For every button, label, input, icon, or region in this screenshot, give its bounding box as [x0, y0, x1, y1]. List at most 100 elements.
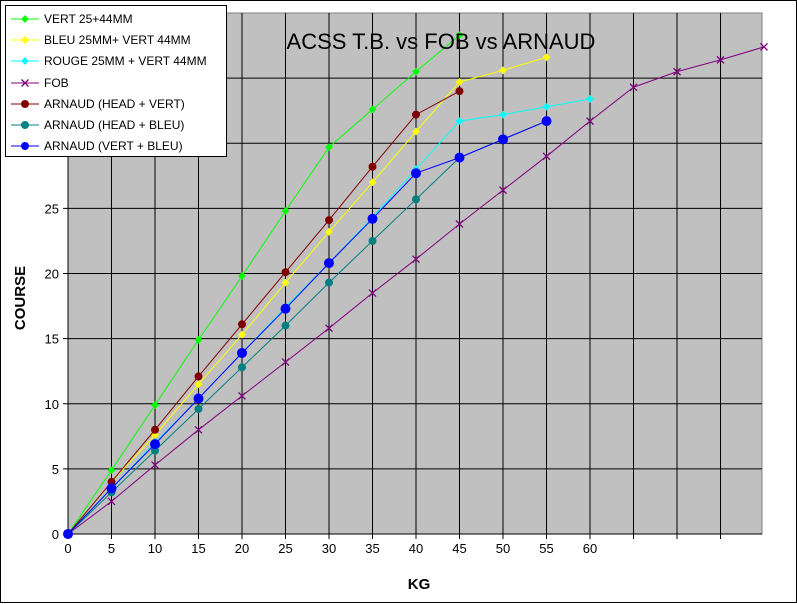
legend-label: ROUGE 25MM + VERT 44MM — [44, 54, 207, 69]
data-point — [63, 529, 73, 539]
legend-label: ARNAUD (HEAD + VERT) — [44, 96, 185, 111]
data-point — [368, 178, 377, 187]
data-point — [237, 347, 247, 358]
data-point — [499, 66, 507, 75]
series-line — [67, 56, 547, 535]
data-point — [716, 55, 725, 64]
series-4 — [64, 42, 768, 538]
x-tick-label: 20 — [235, 541, 249, 556]
x-tick-label: 40 — [409, 541, 423, 556]
data-point — [151, 401, 159, 409]
data-point — [499, 186, 507, 195]
data-point — [498, 134, 508, 145]
series-line — [67, 34, 460, 535]
data-point — [194, 336, 203, 344]
x-tick-label: 15 — [191, 541, 205, 556]
x-tick-label: 35 — [365, 541, 379, 556]
data-point — [151, 461, 159, 469]
data-point — [673, 67, 681, 76]
legend-swatch — [11, 57, 39, 66]
legend-label: ARNAUD (VERT + BLEU) — [44, 139, 183, 154]
data-point — [325, 278, 333, 287]
data-point — [412, 195, 420, 204]
data-point — [455, 220, 464, 228]
legend-swatch — [11, 36, 39, 44]
data-point — [586, 95, 594, 103]
x-tick-label: 50 — [496, 541, 510, 556]
legend-item: ARNAUD (VERT + BLEU) — [6, 136, 226, 157]
y-tick-label: 0 — [52, 527, 59, 542]
data-point — [455, 117, 464, 126]
series-7 — [63, 116, 552, 539]
y-tick-label: 25 — [45, 201, 59, 216]
data-point — [107, 497, 116, 506]
data-point — [280, 303, 291, 314]
data-point — [281, 321, 290, 330]
y-tick-label: 20 — [45, 267, 59, 282]
series-line — [67, 90, 460, 535]
data-point — [151, 425, 159, 434]
legend-swatch — [11, 14, 39, 23]
legend-swatch — [11, 121, 39, 130]
data-point — [151, 431, 159, 439]
data-point — [238, 330, 246, 339]
data-point — [760, 42, 768, 51]
data-point — [325, 324, 333, 333]
data-point — [542, 102, 551, 111]
data-point — [455, 87, 464, 96]
data-point — [194, 372, 203, 381]
legend-item: VERT 25+44MM — [6, 8, 226, 29]
y-tick-label: 5 — [52, 462, 59, 477]
data-point — [368, 162, 377, 171]
data-point — [455, 31, 464, 40]
x-tick-label: 5 — [108, 541, 115, 556]
data-point — [325, 227, 333, 236]
legend-swatch — [11, 142, 39, 151]
data-point — [21, 36, 29, 44]
data-point — [21, 57, 29, 66]
data-point — [325, 216, 333, 225]
data-point — [412, 110, 420, 119]
chart-title: ACSS T.B. vs FOB vs ARNAUD — [287, 29, 596, 54]
data-point — [368, 236, 377, 245]
data-point — [542, 53, 551, 62]
data-point — [238, 391, 246, 400]
data-point — [21, 142, 29, 151]
legend-label: ARNAUD (HEAD + BLEU) — [44, 118, 185, 133]
legend-label: FOB — [44, 75, 69, 90]
data-point — [281, 278, 290, 287]
data-point — [194, 404, 203, 413]
data-point — [629, 83, 638, 92]
axes: 05101520253035404550556005101520253035 — [45, 13, 762, 556]
data-point — [193, 393, 204, 404]
data-point — [454, 152, 465, 163]
x-tick-label: 0 — [64, 541, 71, 556]
data-point — [499, 110, 507, 119]
series-5 — [64, 87, 464, 538]
data-point — [412, 127, 420, 136]
legend-item: ARNAUD (HEAD + VERT) — [6, 93, 226, 114]
y-axis-title: COURSE — [12, 266, 29, 330]
legend-swatch — [11, 99, 39, 108]
data-point — [21, 99, 29, 108]
data-point — [281, 268, 290, 277]
y-tick-label: 15 — [45, 332, 59, 347]
x-tick-label: 30 — [322, 541, 336, 556]
data-point — [455, 78, 464, 86]
legend-label: VERT 25+44MM — [44, 11, 133, 26]
data-point — [21, 14, 29, 23]
legend-item: ROUGE 25MM + VERT 44MM — [6, 51, 226, 72]
data-point — [107, 466, 116, 475]
x-tick-label: 25 — [278, 541, 292, 556]
data-point — [412, 255, 420, 264]
data-point — [238, 320, 246, 329]
data-point — [21, 121, 29, 130]
data-point — [238, 363, 246, 372]
data-point — [106, 483, 117, 494]
data-point — [21, 78, 29, 87]
data-point — [412, 67, 420, 76]
data-point — [281, 358, 290, 367]
series-lines — [63, 31, 768, 539]
